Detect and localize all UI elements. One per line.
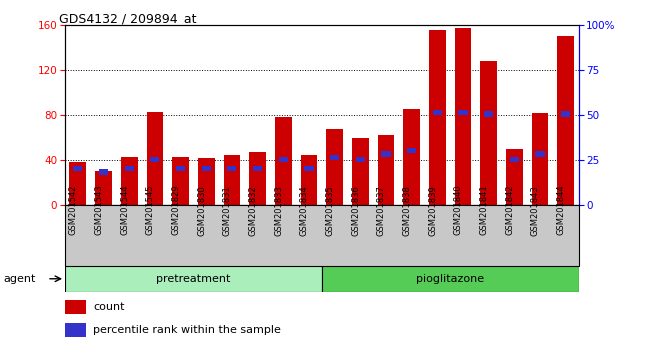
Bar: [70, 162, 86, 205]
Bar: [352, 138, 369, 205]
Text: GSM201839: GSM201839: [428, 185, 437, 235]
Bar: [506, 149, 523, 205]
Text: GSM201838: GSM201838: [402, 185, 411, 235]
Text: GSM201830: GSM201830: [197, 185, 206, 235]
Bar: [433, 110, 442, 115]
Text: GSM201835: GSM201835: [326, 185, 335, 235]
Bar: [95, 171, 112, 205]
Bar: [378, 135, 395, 205]
Text: GSM201840: GSM201840: [454, 185, 463, 235]
Text: GSM201844: GSM201844: [556, 185, 566, 235]
Bar: [65, 266, 322, 292]
Bar: [249, 152, 266, 205]
Text: GDS4132 / 209894_at: GDS4132 / 209894_at: [58, 12, 196, 25]
Bar: [198, 158, 214, 205]
Bar: [382, 151, 391, 157]
Bar: [176, 166, 185, 171]
Text: GSM201832: GSM201832: [248, 185, 257, 235]
Bar: [480, 61, 497, 205]
Bar: [150, 156, 159, 162]
Bar: [146, 112, 163, 205]
Text: agent: agent: [3, 274, 36, 284]
Text: GSM201842: GSM201842: [505, 185, 514, 235]
Text: GSM201837: GSM201837: [377, 185, 386, 235]
Bar: [429, 30, 446, 205]
Bar: [532, 113, 549, 205]
Bar: [356, 156, 365, 162]
Bar: [253, 166, 262, 171]
Bar: [484, 112, 493, 117]
Bar: [121, 157, 138, 205]
Bar: [330, 155, 339, 160]
Bar: [510, 156, 519, 162]
Text: GSM201543: GSM201543: [94, 185, 103, 235]
Text: GSM201545: GSM201545: [146, 185, 155, 235]
Text: GSM201836: GSM201836: [351, 185, 360, 235]
Bar: [454, 28, 471, 205]
Text: pioglitazone: pioglitazone: [416, 274, 484, 284]
Bar: [73, 166, 83, 171]
Bar: [224, 155, 240, 205]
Bar: [536, 151, 545, 157]
Bar: [326, 129, 343, 205]
Bar: [99, 169, 108, 175]
Text: GSM201544: GSM201544: [120, 185, 129, 235]
Text: GSM201831: GSM201831: [223, 185, 232, 235]
Bar: [275, 117, 292, 205]
Text: GSM201841: GSM201841: [480, 185, 489, 235]
Text: GSM201834: GSM201834: [300, 185, 309, 235]
Bar: [125, 166, 134, 171]
Bar: [557, 36, 574, 205]
Bar: [65, 323, 86, 337]
Text: GSM201833: GSM201833: [274, 185, 283, 235]
Bar: [172, 157, 189, 205]
Bar: [300, 155, 317, 205]
Text: GSM201829: GSM201829: [172, 185, 181, 235]
Text: GSM201843: GSM201843: [531, 185, 540, 235]
Bar: [403, 109, 420, 205]
Text: percentile rank within the sample: percentile rank within the sample: [93, 325, 281, 335]
Text: GSM201542: GSM201542: [69, 185, 78, 235]
Text: pretreatment: pretreatment: [156, 274, 231, 284]
Bar: [304, 166, 313, 171]
Bar: [407, 148, 416, 153]
Bar: [561, 112, 570, 117]
Bar: [279, 156, 288, 162]
Bar: [458, 110, 467, 115]
Bar: [202, 166, 211, 171]
Text: count: count: [93, 302, 125, 312]
Bar: [65, 300, 86, 314]
Bar: [322, 266, 578, 292]
Bar: [227, 166, 237, 171]
